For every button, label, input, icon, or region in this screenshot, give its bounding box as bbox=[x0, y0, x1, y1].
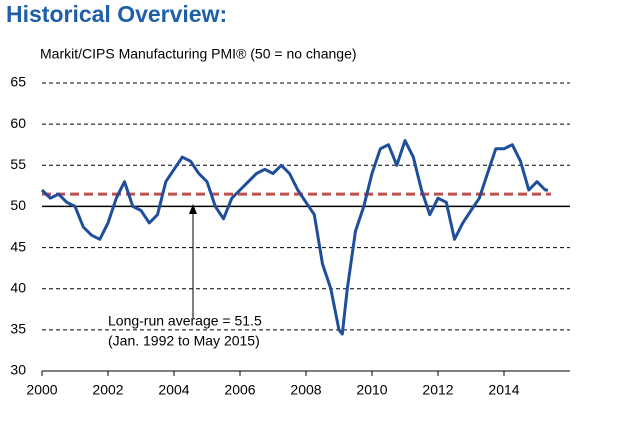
x-tick-label: 2004 bbox=[158, 382, 189, 398]
chart-title: Historical Overview: bbox=[6, 1, 227, 27]
x-tick-label: 2014 bbox=[488, 382, 519, 398]
y-tick-label: 60 bbox=[10, 115, 26, 131]
x-tick-label: 2012 bbox=[422, 382, 453, 398]
y-tick-label: 50 bbox=[10, 197, 26, 213]
x-tick-label: 2000 bbox=[26, 382, 57, 398]
annotation: (Jan. 1992 to May 2015) bbox=[108, 333, 260, 349]
x-tick-label: 2002 bbox=[92, 382, 123, 398]
y-tick-label: 45 bbox=[10, 238, 26, 254]
series-line bbox=[40, 139, 548, 336]
chart-subtitle: Markit/CIPS Manufacturing PMI® (50 = no … bbox=[40, 46, 357, 62]
y-tick-label: 65 bbox=[10, 74, 26, 90]
y-tick-label: 35 bbox=[10, 321, 26, 337]
x-tick-label: 2008 bbox=[290, 382, 321, 398]
annotation: Long-run average = 51.5 bbox=[108, 313, 262, 329]
y-tick-label: 55 bbox=[10, 156, 26, 172]
x-tick-label: 2010 bbox=[356, 382, 387, 398]
x-tick-label: 2006 bbox=[224, 382, 255, 398]
y-tick-label: 40 bbox=[10, 279, 26, 295]
arrow-head bbox=[189, 204, 197, 214]
y-tick-label: 30 bbox=[10, 362, 26, 378]
